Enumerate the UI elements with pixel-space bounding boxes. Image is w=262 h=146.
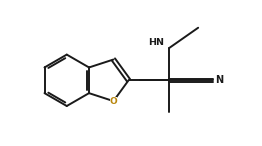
Text: HN: HN <box>148 38 164 47</box>
Text: N: N <box>215 75 223 85</box>
Text: O: O <box>110 97 117 106</box>
